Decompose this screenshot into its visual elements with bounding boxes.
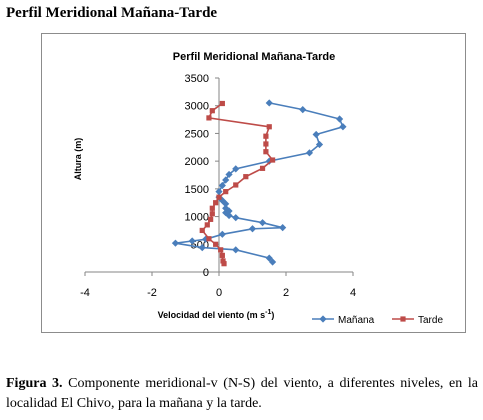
data-point-ma-ana bbox=[222, 204, 230, 212]
data-point-ma-ana bbox=[265, 157, 273, 165]
chart-frame: Perfil Meridional Mañana-Tarde 0 500 1000 1… bbox=[41, 33, 466, 333]
data-point-tarde bbox=[219, 100, 225, 107]
data-point-tarde bbox=[263, 141, 269, 147]
legend-label-tarde: Tarde bbox=[418, 315, 443, 326]
y-tick-label: 2500 bbox=[185, 128, 209, 140]
data-point-tarde bbox=[218, 247, 224, 253]
data-point-tarde bbox=[263, 149, 269, 155]
chart-svg: Perfil Meridional Mañana-Tarde 050010001… bbox=[73, 51, 443, 326]
data-point-ma-ana bbox=[198, 244, 206, 252]
figure-caption: Figura 3. Componente meridional-v (N-S) … bbox=[6, 374, 478, 414]
data-point-tarde bbox=[266, 124, 272, 130]
data-point-tarde bbox=[199, 227, 205, 234]
data-point-tarde bbox=[221, 261, 227, 267]
x-tick-label: -2 bbox=[147, 287, 157, 299]
data-point-ma-ana bbox=[312, 130, 320, 139]
legend: Mañana Tarde bbox=[312, 315, 443, 326]
legend-marker-ma-ana bbox=[319, 315, 327, 323]
data-point-ma-ana bbox=[258, 219, 267, 227]
y-axis-label: Altura (m) bbox=[73, 138, 83, 181]
data-point-ma-ana bbox=[299, 105, 307, 114]
figure-heading: Perfil Meridional Mañana-Tarde bbox=[6, 5, 218, 21]
x-tick-label: -4 bbox=[80, 287, 90, 299]
chart-title: Perfil Meridional Mañana-Tarde bbox=[173, 51, 335, 63]
series-tarde bbox=[199, 100, 276, 267]
x-tick-label: 4 bbox=[350, 287, 356, 299]
data-point-ma-ana bbox=[315, 140, 324, 149]
data-point-tarde bbox=[216, 194, 222, 200]
y-tick-label: 1500 bbox=[185, 184, 209, 196]
legend-item-tarde: Tarde bbox=[392, 315, 443, 326]
data-point-tarde bbox=[209, 108, 215, 114]
data-point-tarde bbox=[233, 182, 239, 188]
data-point-ma-ana bbox=[339, 123, 347, 131]
caption-text: Componente meridional-v (N-S) del viento… bbox=[6, 376, 478, 411]
y-tick-label: 3000 bbox=[185, 101, 209, 113]
data-point-ma-ana bbox=[188, 237, 196, 245]
y-tick-label: 1000 bbox=[185, 212, 209, 224]
data-point-tarde bbox=[209, 211, 215, 217]
data-point-tarde bbox=[219, 252, 225, 258]
y-tick-label: 2000 bbox=[185, 156, 209, 168]
data-point-tarde bbox=[263, 133, 269, 139]
data-point-ma-ana bbox=[232, 246, 240, 254]
chart-axes bbox=[84, 77, 354, 276]
data-point-ma-ana bbox=[218, 230, 226, 238]
data-point-tarde bbox=[209, 205, 215, 211]
data-point-ma-ana bbox=[225, 170, 233, 179]
legend-item-ma-ana: Mañana bbox=[312, 315, 375, 326]
data-point-tarde bbox=[213, 200, 219, 206]
data-point-ma-ana bbox=[232, 165, 240, 173]
data-point-tarde bbox=[204, 222, 210, 228]
data-point-tarde bbox=[259, 165, 266, 171]
x-tick-label: 2 bbox=[283, 287, 289, 299]
legend-marker-tarde bbox=[400, 316, 406, 322]
y-tick-label: 0 bbox=[203, 267, 209, 279]
data-point-ma-ana bbox=[265, 254, 273, 262]
data-point-ma-ana bbox=[265, 99, 273, 107]
caption-label: Figura 3. bbox=[6, 376, 63, 391]
data-point-ma-ana bbox=[336, 115, 344, 123]
data-point-tarde bbox=[208, 216, 214, 222]
data-point-ma-ana bbox=[218, 181, 226, 190]
x-axis-label: Velocidad del viento (m s-1) bbox=[158, 309, 275, 320]
data-point-ma-ana bbox=[215, 188, 223, 196]
data-point-tarde bbox=[213, 241, 219, 247]
series-layer bbox=[171, 99, 347, 267]
data-point-tarde bbox=[243, 174, 249, 180]
data-point-tarde bbox=[270, 157, 276, 163]
data-point-ma-ana bbox=[248, 225, 257, 233]
data-point-tarde bbox=[220, 258, 226, 264]
y-tick-label: 3500 bbox=[185, 73, 209, 85]
legend-label-ma-ana: Mañana bbox=[338, 315, 375, 326]
data-point-tarde bbox=[223, 189, 229, 195]
series-line-ma-ana bbox=[175, 102, 344, 263]
data-point-ma-ana bbox=[279, 224, 287, 232]
series-ma-ana bbox=[171, 99, 347, 266]
data-point-tarde bbox=[206, 115, 212, 121]
data-point-ma-ana bbox=[232, 214, 240, 222]
data-point-ma-ana bbox=[171, 239, 180, 247]
x-tick-label: 0 bbox=[216, 287, 222, 299]
data-point-tarde bbox=[206, 236, 212, 242]
data-point-ma-ana bbox=[305, 149, 314, 157]
data-point-ma-ana bbox=[222, 176, 230, 184]
